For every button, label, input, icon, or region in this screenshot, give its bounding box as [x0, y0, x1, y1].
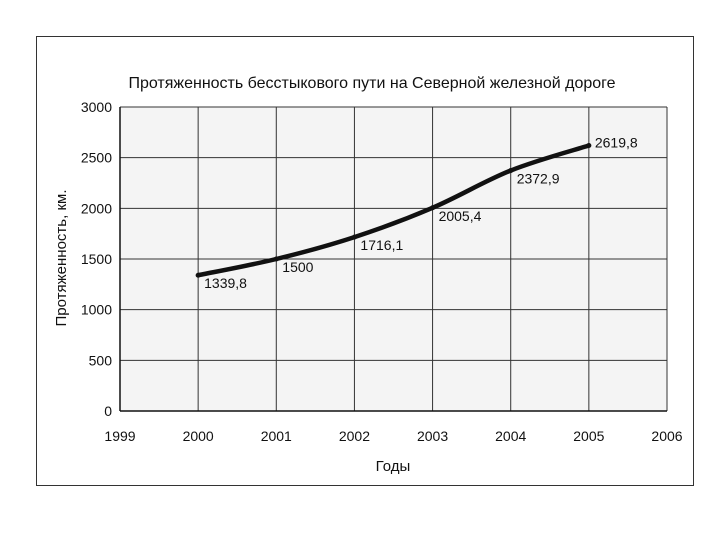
- y-tick-label: 0: [104, 403, 112, 419]
- y-tick-label: 1000: [81, 302, 112, 318]
- x-tick-label: 2006: [651, 428, 682, 444]
- data-label: 1716,1: [360, 237, 403, 253]
- chart-title: Протяженность бесстыкового пути на Север…: [128, 75, 615, 92]
- x-tick-label: 2005: [573, 428, 604, 444]
- x-tick-label: 2003: [417, 428, 448, 444]
- x-axis-label: Годы: [376, 458, 411, 475]
- data-label: 2372,9: [517, 171, 560, 187]
- data-point: [273, 256, 279, 262]
- data-point: [430, 205, 436, 211]
- data-label: 2619,8: [595, 135, 638, 151]
- x-tick-label: 2001: [261, 428, 292, 444]
- y-tick-label: 2500: [81, 150, 112, 166]
- y-tick-label: 2000: [81, 200, 112, 216]
- y-tick-label: 3000: [81, 99, 112, 115]
- x-tick-label: 2004: [495, 428, 526, 444]
- data-label: 1339,8: [204, 275, 247, 291]
- data-point: [586, 143, 592, 149]
- data-label: 2005,4: [439, 208, 482, 224]
- data-label: 1500: [282, 259, 313, 275]
- data-point: [351, 234, 357, 240]
- x-tick-label: 1999: [104, 428, 135, 444]
- y-axis-label: Протяженность, км.: [53, 190, 70, 327]
- x-tick-label: 2002: [339, 428, 370, 444]
- y-tick-label: 1500: [81, 251, 112, 267]
- x-tick-label: 2000: [183, 428, 214, 444]
- data-point: [508, 168, 514, 174]
- data-point: [195, 272, 201, 278]
- chart-frame: [36, 36, 694, 486]
- y-tick-label: 500: [89, 352, 113, 368]
